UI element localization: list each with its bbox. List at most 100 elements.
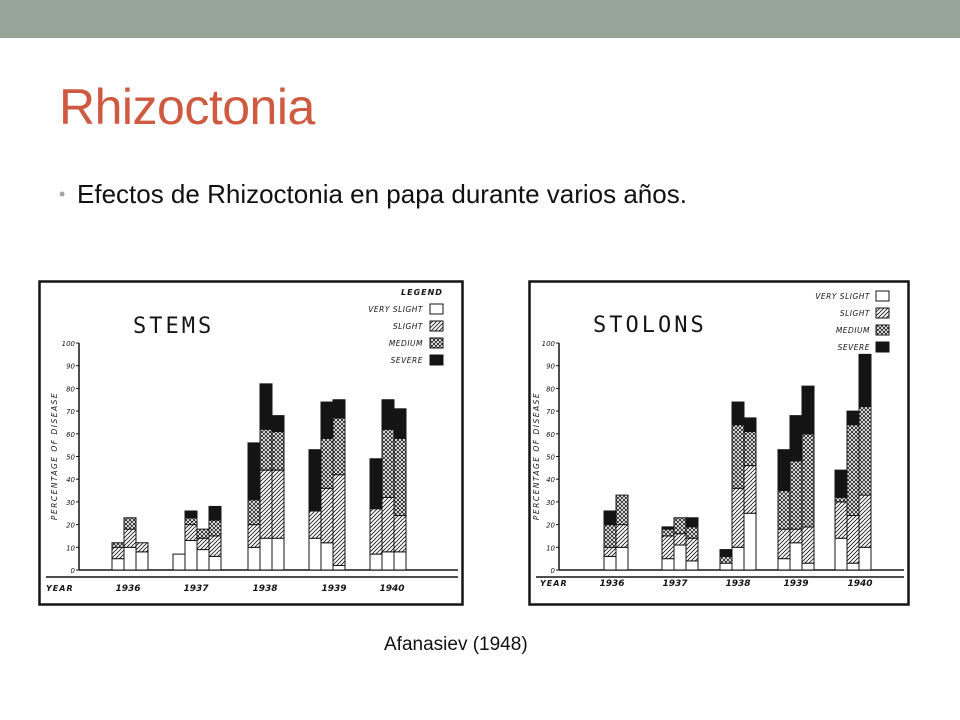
y-tick-label: 60	[66, 431, 75, 439]
bar-segment-medium	[247, 499, 261, 526]
bar-segment-very-slight	[172, 553, 186, 571]
bar-segment-severe	[789, 415, 803, 462]
y-tick-label: 70	[546, 408, 555, 416]
bar-segment-severe	[834, 469, 848, 498]
bar-segment-slight	[271, 469, 285, 539]
bar-segment-severe	[320, 401, 334, 439]
y-tick-label: 0	[71, 567, 76, 575]
bar-segment-very-slight	[123, 546, 137, 571]
legend-label-severe: SEVERE	[838, 343, 870, 352]
bar-segment-very-slight	[719, 562, 733, 571]
bar-1939	[789, 415, 803, 571]
bar-1938	[719, 549, 733, 571]
bar-segment-medium	[801, 433, 815, 528]
bar-1937	[172, 553, 186, 571]
bar-segment-very-slight	[777, 558, 791, 571]
y-tick-label: 10	[66, 544, 75, 552]
chart-title: STOLONS	[593, 313, 707, 338]
bar-segment-medium	[731, 424, 745, 489]
bar-segment-very-slight	[369, 553, 383, 571]
bar-segment-very-slight	[393, 551, 407, 571]
bar-segment-medium	[381, 428, 395, 498]
bar-segment-severe	[208, 505, 222, 521]
bar-segment-slight	[789, 528, 803, 544]
legend-label-slight: SLIGHT	[393, 322, 424, 331]
y-tick-label: 10	[546, 544, 555, 552]
bar-segment-medium	[208, 519, 222, 537]
bar-1940	[846, 410, 860, 571]
bar-segment-medium	[320, 437, 334, 489]
bar-segment-severe	[661, 526, 675, 530]
legend-swatch-severe	[875, 341, 890, 353]
bar-segment-severe	[184, 510, 198, 519]
y-tick-label: 90	[546, 363, 555, 371]
legend-label-slight: SLIGHT	[840, 309, 871, 318]
bar-segment-medium	[271, 431, 285, 471]
bar-segment-slight	[259, 469, 273, 539]
stolons-chart: STOLONS VERY SLIGHT SLIGHT MEDIUM SEVERE 0 10 2…	[528, 280, 910, 606]
bar-segment-slight	[661, 535, 675, 560]
bar-segment-very-slight	[135, 551, 149, 571]
bar-segment-slight	[381, 496, 395, 553]
bar-segment-very-slight	[858, 546, 872, 571]
bar-segment-very-slight	[834, 537, 848, 571]
bar-1936	[615, 494, 629, 571]
bar-segment-very-slight	[196, 549, 210, 571]
bar-segment-severe	[308, 449, 322, 512]
bar-segment-very-slight	[320, 542, 334, 571]
bar-1937	[673, 517, 687, 571]
x-axis-label: YEAR	[540, 579, 568, 588]
bar-segment-medium	[196, 528, 210, 539]
bullet-item: • Efectos de Rhizoctonia en papa durante …	[59, 179, 687, 210]
bar-segment-medium	[858, 406, 872, 496]
stems-chart: STEMS LEGEND VERY SLIGHT SLIGHT MEDIUM SEVERE…	[38, 280, 464, 606]
bar-segment-slight	[320, 487, 334, 544]
y-tick-label: 0	[551, 567, 556, 575]
legend-swatch-medium	[429, 337, 444, 349]
bar-segment-severe	[801, 385, 815, 435]
bullet-dot-icon: •	[59, 184, 66, 204]
bar-segment-slight	[777, 528, 791, 560]
bar-segment-slight	[731, 487, 745, 548]
legend-label-very-slight: VERY SLIGHT	[815, 292, 871, 301]
bar-1938	[247, 442, 261, 571]
bar-segment-severe	[777, 449, 791, 492]
bar-segment-slight	[393, 515, 407, 553]
bar-1940	[393, 408, 407, 571]
y-tick-label: 20	[66, 522, 75, 530]
bar-segment-medium	[123, 517, 137, 530]
y-tick-label: 100	[542, 340, 556, 348]
category-label-1939: 1939	[321, 584, 346, 594]
bar-segment-slight	[834, 501, 848, 539]
top-bar	[0, 0, 960, 38]
y-tick-label: 40	[546, 476, 555, 484]
slide-title: Rhizoctonia	[59, 79, 315, 135]
legend-label-very-slight: VERY SLIGHT	[368, 305, 424, 314]
y-tick-label: 20	[546, 522, 555, 530]
bar-segment-medium	[743, 431, 757, 467]
stolons-frame	[528, 280, 910, 606]
bar-segment-very-slight	[111, 558, 125, 571]
y-tick-label: 50	[546, 454, 555, 462]
category-label-1937: 1937	[662, 579, 688, 589]
y-axis-label: PERCENTAGE OF DISEASE	[532, 392, 541, 520]
y-tick-label: 30	[546, 499, 555, 507]
y-tick-label: 70	[66, 408, 75, 416]
legend-label-medium: MEDIUM	[389, 339, 423, 348]
bar-segment-medium	[685, 526, 699, 539]
bar-segment-severe	[247, 442, 261, 501]
stems-chart-figure: STEMS LEGEND VERY SLIGHT SLIGHT MEDIUM SEVERE…	[38, 280, 464, 606]
bar-1936	[123, 517, 137, 571]
category-label-1940: 1940	[847, 579, 872, 589]
bar-segment-very-slight	[247, 546, 261, 571]
bar-segment-slight	[308, 510, 322, 539]
stems-frame	[38, 280, 464, 606]
bar-1940	[858, 353, 872, 571]
bar-segment-very-slight	[661, 558, 675, 571]
figure-citation: Afanasiev (1948)	[384, 634, 528, 655]
y-tick-label: 30	[66, 499, 75, 507]
y-tick-label: 100	[62, 340, 76, 348]
bar-1939	[777, 449, 791, 571]
bar-segment-very-slight	[743, 512, 757, 571]
category-label-1938: 1938	[725, 579, 750, 589]
